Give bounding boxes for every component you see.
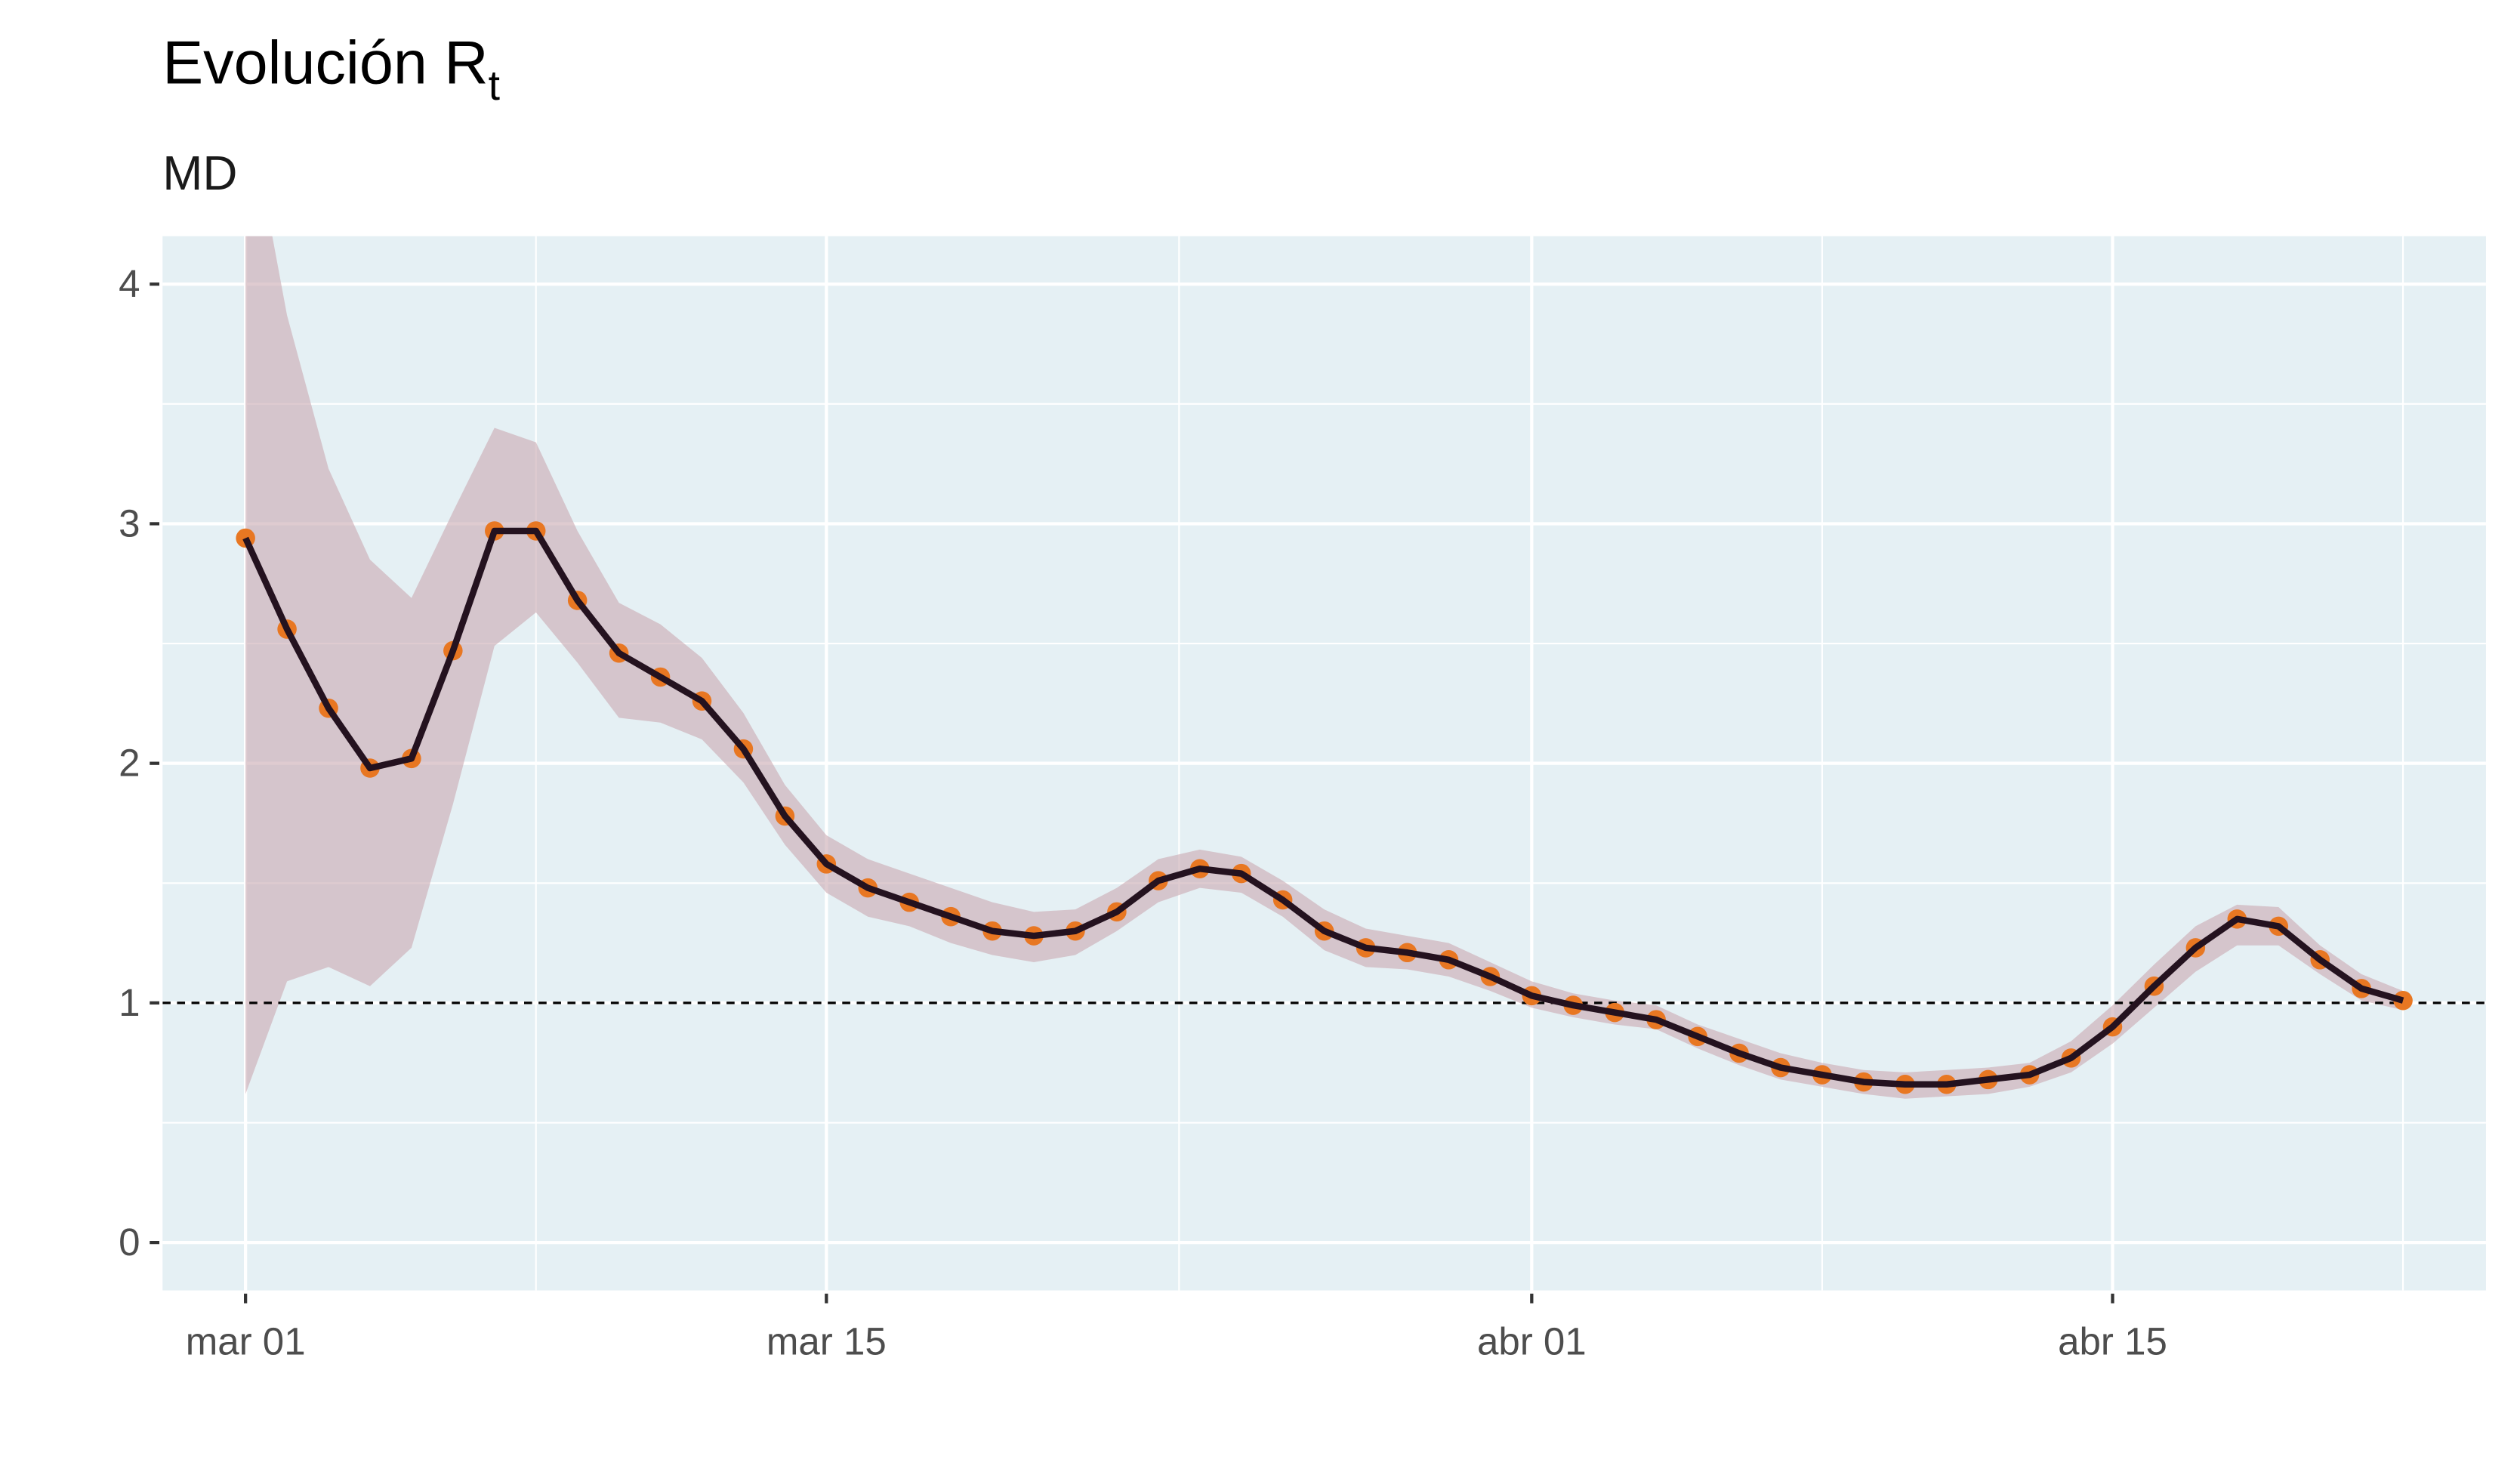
plot-area (162, 236, 2486, 1099)
x-tick-label: abr 15 (2058, 1320, 2167, 1363)
x-tick-label: abr 01 (1477, 1320, 1587, 1363)
x-tick-label: mar 15 (766, 1320, 887, 1363)
y-tick-label: 2 (119, 742, 140, 785)
rt-line (242, 527, 2404, 1088)
title-subscript: t (489, 62, 500, 109)
chart-subtitle: MD (162, 146, 237, 200)
y-tick-label: 1 (119, 981, 140, 1024)
chart-title: Evolución Rt (162, 29, 500, 109)
y-tick-label: 0 (119, 1220, 140, 1264)
title-text: Evolución R (162, 29, 488, 97)
y-tick-label: 4 (119, 262, 140, 305)
y-tick-label: 3 (119, 501, 140, 545)
x-tick-label: mar 01 (186, 1320, 306, 1363)
